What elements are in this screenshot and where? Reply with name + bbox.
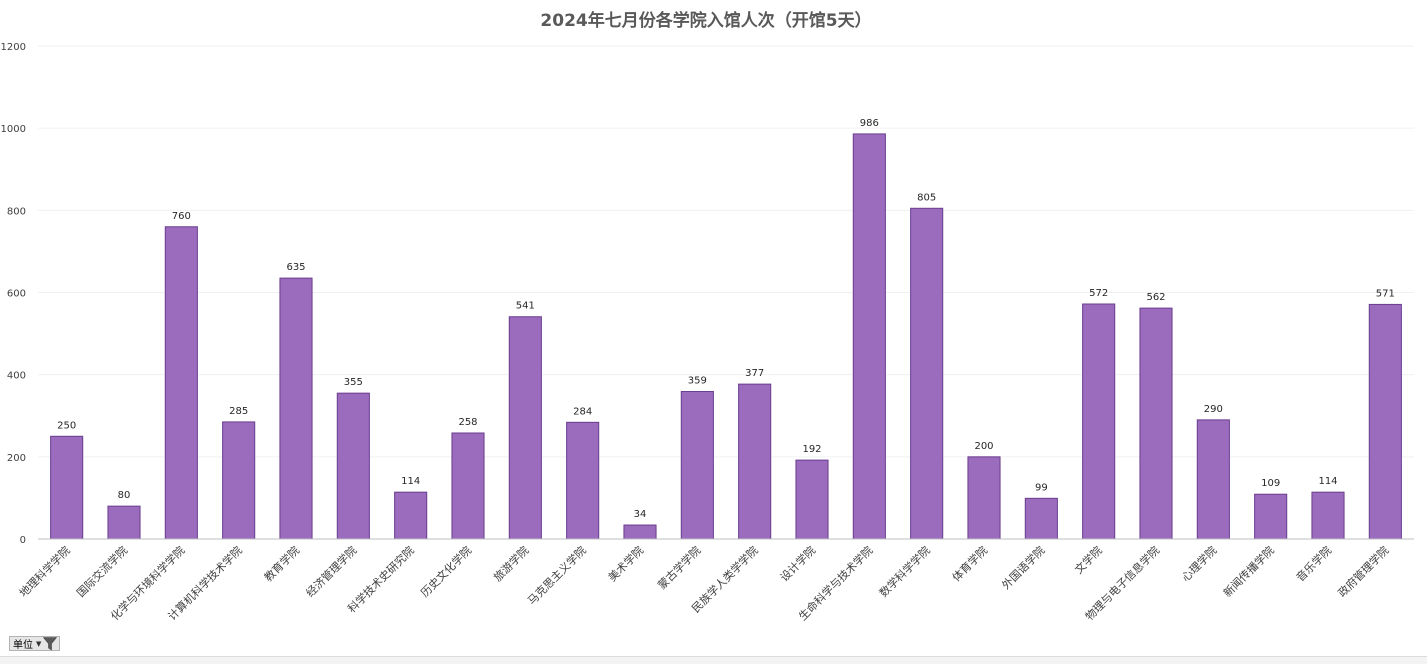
x-tick-label: 国际交流学院 [74, 543, 131, 600]
data-label: 284 [573, 406, 592, 417]
data-label: 562 [1146, 292, 1165, 303]
x-tick-label: 外国语学院 [999, 543, 1048, 592]
data-label: 541 [516, 301, 535, 312]
x-tick-label: 经济管理学院 [303, 543, 360, 600]
dropdown-arrow-icon[interactable]: ▼ [36, 639, 42, 648]
bar [394, 491, 428, 540]
y-tick-label: 200 [7, 453, 26, 464]
data-label: 290 [1204, 404, 1223, 415]
data-label: 760 [172, 211, 191, 222]
y-tick-label: 800 [7, 206, 26, 217]
bar [795, 459, 829, 540]
y-tick-label: 600 [7, 289, 26, 300]
x-tick-label: 地理科学学院 [16, 543, 73, 600]
bar [451, 432, 485, 540]
bar [279, 277, 313, 540]
bar [910, 207, 944, 540]
data-label: 805 [917, 192, 936, 203]
bar [1082, 303, 1116, 540]
y-axis-tick-labels: 0 200 400 600 800 1000 1200 [1, 42, 26, 546]
x-tick-label: 蒙古学学院 [655, 543, 704, 592]
bar [566, 421, 600, 540]
bar [1368, 303, 1402, 540]
data-label: 114 [1318, 476, 1337, 487]
bar [1024, 497, 1058, 540]
sheet-bottom-strip [0, 656, 1427, 664]
data-labels: 250 80 760 285 635 355 114 258 541 284 34 359 377 192… [57, 118, 1395, 520]
bar [107, 505, 141, 540]
data-label: 114 [401, 476, 420, 487]
data-label: 34 [634, 509, 647, 520]
x-tick-label: 设计学院 [777, 543, 818, 584]
data-label: 355 [344, 377, 363, 388]
x-tick-label: 美术学院 [605, 543, 646, 584]
bars [50, 133, 1402, 540]
bar [1196, 419, 1230, 540]
bar [738, 383, 772, 540]
data-label: 109 [1261, 478, 1280, 489]
bar [967, 456, 1001, 540]
bar [852, 133, 886, 540]
x-tick-label: 新闻传播学院 [1220, 543, 1277, 600]
unit-field-label: 单位 [13, 640, 33, 651]
bar [222, 421, 256, 540]
data-label: 192 [802, 444, 821, 455]
data-label: 200 [974, 441, 993, 452]
gridlines [38, 45, 1414, 458]
bar [50, 435, 84, 540]
bar [1139, 307, 1173, 540]
data-label: 285 [229, 406, 248, 417]
y-tick-label: 1200 [1, 42, 26, 53]
data-label: 571 [1376, 288, 1395, 299]
x-tick-label: 旅游学院 [490, 543, 531, 584]
data-label: 377 [745, 368, 764, 379]
data-label: 359 [688, 376, 707, 387]
y-tick-label: 1000 [1, 124, 26, 135]
data-label: 572 [1089, 288, 1108, 299]
bar [623, 524, 657, 540]
data-label: 635 [286, 262, 305, 273]
bar [1311, 491, 1345, 540]
x-tick-label: 教育学院 [261, 543, 302, 584]
y-tick-label: 0 [20, 535, 26, 546]
y-tick-label: 400 [7, 371, 26, 382]
x-tick-label: 音乐学院 [1293, 543, 1334, 584]
x-tick-label: 政府管理学院 [1335, 543, 1392, 600]
data-label: 80 [118, 490, 131, 501]
x-tick-label: 数学科学学院 [876, 543, 933, 600]
x-tick-label: 马克思主义学院 [524, 543, 588, 607]
data-label: 250 [57, 420, 76, 431]
data-label: 258 [458, 417, 477, 428]
bar [336, 392, 370, 540]
data-label: 99 [1035, 482, 1048, 493]
data-label: 986 [860, 118, 879, 129]
unit-field-button[interactable]: 单位 ▼ [9, 636, 61, 651]
filter-icon[interactable] [43, 636, 58, 651]
x-tick-label: 心理学院 [1178, 543, 1219, 584]
bar [508, 316, 542, 540]
bar [680, 391, 714, 540]
bar [164, 226, 198, 540]
x-tick-label: 体育学院 [949, 543, 990, 584]
x-tick-label: 历史文化学院 [418, 543, 475, 600]
bar [1254, 493, 1288, 540]
chart-title: 2024年七月份各学院入馆人次（开馆5天） [540, 10, 871, 31]
x-tick-label: 文学院 [1072, 543, 1105, 576]
